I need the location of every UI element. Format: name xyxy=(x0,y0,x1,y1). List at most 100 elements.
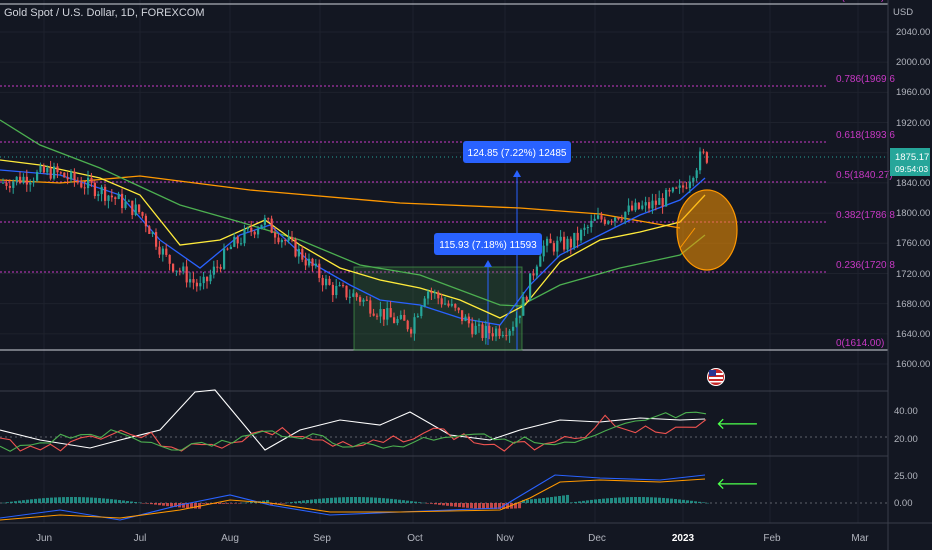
histogram-bar xyxy=(558,495,561,503)
candle-body xyxy=(12,181,15,188)
candle-body xyxy=(291,237,294,240)
histogram-bar xyxy=(190,503,193,509)
candle-body xyxy=(508,330,511,336)
histogram-bar xyxy=(374,497,377,503)
histogram-bar xyxy=(642,497,645,503)
candle-body xyxy=(539,256,542,267)
measure-arrow-2 xyxy=(484,260,492,267)
price-tick-label: 1840.00 xyxy=(896,178,930,189)
candle-body xyxy=(121,193,124,209)
histogram-bar xyxy=(314,499,317,503)
osc1-white-line xyxy=(0,389,706,451)
candle-body xyxy=(263,218,266,225)
time-axis[interactable]: Jun Jul Aug Sep Oct Nov Dec 2023 Feb Mar xyxy=(36,533,869,544)
fib-level-label: 0(1614.00) xyxy=(836,338,884,349)
candle-body xyxy=(240,243,243,245)
price-axis[interactable]: 2040.002000.001960.001920.001880.001840.… xyxy=(896,27,930,370)
candle-body xyxy=(229,246,232,250)
candle-body xyxy=(668,189,671,192)
highlight-circle[interactable] xyxy=(676,189,738,271)
candle-body xyxy=(243,229,246,244)
candle-body xyxy=(457,307,460,311)
fib-level-label: 0.382(1786.8 xyxy=(836,210,895,221)
histogram-bar xyxy=(86,497,89,503)
candle-body xyxy=(491,333,494,337)
histogram-bar xyxy=(458,503,461,508)
histogram-bar xyxy=(422,502,425,504)
time-tick-label: 2023 xyxy=(672,533,695,544)
oscillator-pane-1[interactable] xyxy=(0,389,888,452)
measure-label-1[interactable]: 124.85 (7.22%) 12485 xyxy=(463,141,571,163)
candle-body xyxy=(19,176,22,184)
histogram-bar xyxy=(14,501,17,503)
candle-body xyxy=(59,172,62,174)
candle-body xyxy=(29,182,32,185)
price-tick-label: 1720.00 xyxy=(896,269,930,280)
histogram-bar xyxy=(622,497,625,503)
histogram-bar xyxy=(702,502,705,503)
price-tick-label: 2000.00 xyxy=(896,57,930,68)
candle-body xyxy=(484,325,487,338)
histogram-bar xyxy=(610,497,613,503)
candle-body xyxy=(144,215,147,227)
histogram-bar xyxy=(578,501,581,503)
osc1-tick-2: 20.00 xyxy=(894,434,918,445)
us-flag-icon[interactable] xyxy=(707,368,725,386)
currency-label: USD xyxy=(893,7,913,18)
candle-body xyxy=(158,246,161,255)
histogram-bar xyxy=(410,501,413,503)
left-arrow-icon: 🡐 xyxy=(716,476,759,493)
histogram-bar xyxy=(426,503,429,504)
candle-body xyxy=(185,266,188,283)
candle-body xyxy=(270,218,273,233)
candle-body xyxy=(280,240,283,243)
histogram-bar xyxy=(430,503,433,504)
measure-label-2[interactable]: 115.93 (7.18%) 11593 xyxy=(434,233,542,255)
candle-body xyxy=(420,306,423,316)
candle-body xyxy=(168,254,171,264)
histogram-bar xyxy=(586,500,589,503)
candlesticks xyxy=(2,147,708,345)
left-arrow-icon: 🡐 xyxy=(716,416,759,433)
histogram-bar xyxy=(478,503,481,509)
fib-level-label: 1(2066.53) xyxy=(836,0,884,3)
osc1-tick-1: 40.00 xyxy=(894,406,918,417)
histogram-bar xyxy=(414,501,417,503)
svg-text:1875.17: 1875.17 xyxy=(895,152,929,163)
candle-body xyxy=(471,323,474,335)
histogram-bar xyxy=(538,498,541,503)
candle-body xyxy=(287,237,290,241)
histogram-bar xyxy=(382,498,385,503)
histogram-bar xyxy=(6,502,9,503)
histogram-bar xyxy=(22,500,25,503)
histogram-bar xyxy=(170,503,173,507)
histogram-bar xyxy=(294,501,297,503)
fib-level-label: 0.5(1840.27) xyxy=(836,170,893,181)
candle-body xyxy=(49,167,52,179)
histogram-bar xyxy=(402,500,405,503)
histogram-bar xyxy=(50,497,53,503)
fib-level-label: 0.618(1893.6 xyxy=(836,130,895,141)
oscillator-pane-2[interactable] xyxy=(0,474,888,521)
candle-body xyxy=(338,285,341,287)
histogram-bar xyxy=(230,503,233,504)
candle-body xyxy=(253,231,256,235)
candle-body xyxy=(348,296,351,298)
time-tick-label: Aug xyxy=(221,533,239,544)
candle-body xyxy=(325,278,328,286)
candle-body xyxy=(148,226,151,234)
histogram-bar xyxy=(602,498,605,503)
candle-body xyxy=(328,278,331,285)
candle-body xyxy=(192,279,195,283)
histogram-bar xyxy=(74,497,77,503)
candle-body xyxy=(294,239,297,257)
histogram-bar xyxy=(506,503,509,509)
candle-body xyxy=(83,187,86,189)
candle-body xyxy=(644,202,647,206)
candle-body xyxy=(678,185,681,188)
histogram-bar xyxy=(670,498,673,503)
histogram-bar xyxy=(158,503,161,506)
candle-body xyxy=(365,299,368,301)
histogram-bar xyxy=(34,498,37,503)
